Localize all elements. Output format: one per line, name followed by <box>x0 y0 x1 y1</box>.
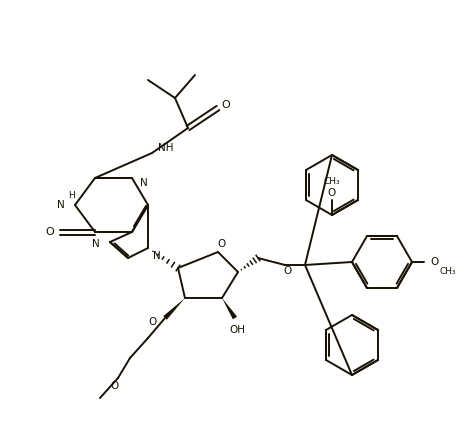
Text: N: N <box>140 178 148 188</box>
Text: O: O <box>45 227 54 237</box>
Text: N: N <box>57 200 65 210</box>
Text: H: H <box>68 190 75 199</box>
Text: O: O <box>283 266 291 276</box>
Text: CH₃: CH₃ <box>324 176 340 185</box>
Text: CH₃: CH₃ <box>440 267 457 277</box>
Polygon shape <box>163 298 185 320</box>
Text: O: O <box>430 257 438 267</box>
Text: O: O <box>110 381 118 391</box>
Text: O: O <box>149 317 157 327</box>
Text: O: O <box>217 239 225 249</box>
Text: N: N <box>153 251 161 261</box>
Text: O: O <box>222 100 230 110</box>
Text: OH: OH <box>229 325 245 335</box>
Polygon shape <box>222 298 237 319</box>
Text: NH: NH <box>158 143 174 153</box>
Text: O: O <box>328 188 336 198</box>
Text: N: N <box>92 239 100 249</box>
